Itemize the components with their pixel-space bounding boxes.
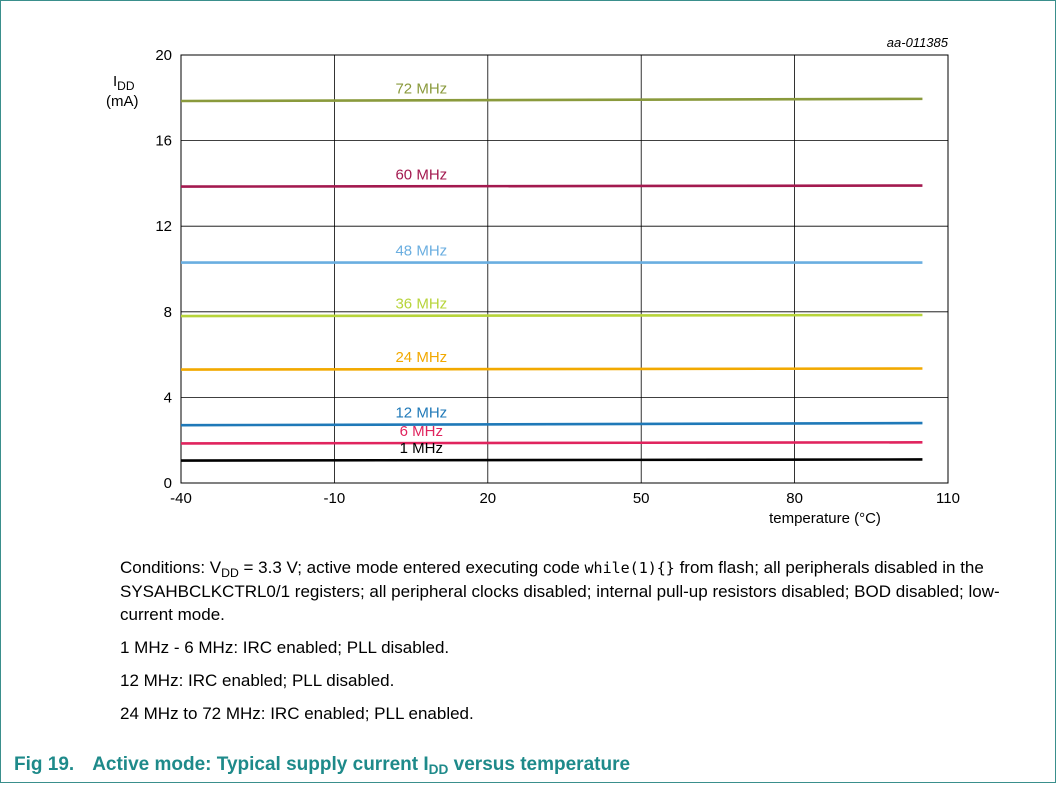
series-label: 1 MHz [400, 440, 443, 457]
series-line [180, 421, 923, 427]
series-line [180, 184, 923, 188]
y-tick-label: 8 [164, 304, 172, 321]
x-tick-label: 20 [479, 490, 496, 507]
conditions-notes: Conditions: VDD = 3.3 V; active mode ent… [120, 556, 1020, 735]
series-line [180, 441, 923, 445]
y-axis-symbol: I [113, 73, 117, 90]
series-label: 60 MHz [395, 166, 447, 183]
series-48-mhz: 48 MHz [181, 243, 923, 264]
series-36-mhz: 36 MHz [180, 296, 923, 318]
svg-text:IDD: IDD [113, 73, 135, 93]
series-line [180, 97, 923, 103]
x-tick-label: -40 [170, 490, 192, 507]
figure-number: Fig 19. [14, 754, 75, 775]
series-line [180, 367, 923, 371]
figure-caption: Fig 19. Active mode: Typical supply curre… [14, 754, 631, 777]
y-tick-label: 16 [155, 133, 172, 150]
plot-border [180, 54, 949, 484]
x-tick-label: 50 [633, 490, 650, 507]
series-24-mhz: 24 MHz [180, 349, 923, 371]
series-label: 72 MHz [395, 80, 447, 97]
y-axis-label: IDD (mA) [106, 73, 139, 110]
conditions-text: Conditions: VDD = 3.3 V; active mode ent… [120, 558, 1000, 624]
figure-id: aa-011385 [887, 35, 949, 50]
series-label: 12 MHz [395, 405, 447, 422]
note-line-2: 12 MHz: IRC enabled; PLL disabled. [120, 671, 395, 690]
x-tick-label: 110 [936, 490, 960, 507]
series-60-mhz: 60 MHz [180, 166, 923, 188]
note-line-1: 1 MHz - 6 MHz: IRC enabled; PLL disabled… [120, 638, 450, 657]
tick-labels: -40 -10 20 50 80 110 0 4 8 12 16 20 [155, 47, 960, 507]
series-12-mhz: 12 MHz [180, 405, 923, 427]
series-label: 48 MHz [395, 243, 447, 260]
y-axis-subscript: DD [117, 79, 135, 93]
grid [180, 54, 949, 484]
y-tick-label: 4 [164, 389, 172, 406]
x-tick-label: 80 [786, 490, 803, 507]
series-line [180, 458, 923, 462]
x-tick-label: -10 [324, 490, 346, 507]
code-snippet: while(1){} [584, 559, 675, 577]
series-label: 6 MHz [400, 423, 443, 440]
y-tick-label: 12 [155, 218, 172, 235]
series-line [180, 313, 923, 318]
series-label: 24 MHz [395, 349, 447, 366]
note-line-3: 24 MHz to 72 MHz: IRC enabled; PLL enabl… [120, 704, 474, 723]
series-6-mhz: 6 MHz [180, 423, 923, 445]
y-tick-label: 20 [155, 47, 172, 64]
series-1-mhz: 1 MHz [180, 440, 923, 462]
x-axis-label: temperature (°C) [769, 510, 881, 527]
y-tick-label: 0 [164, 475, 172, 492]
series-72-mhz: 72 MHz [180, 80, 923, 103]
series-label: 36 MHz [395, 296, 447, 313]
y-axis-unit: (mA) [106, 93, 139, 110]
